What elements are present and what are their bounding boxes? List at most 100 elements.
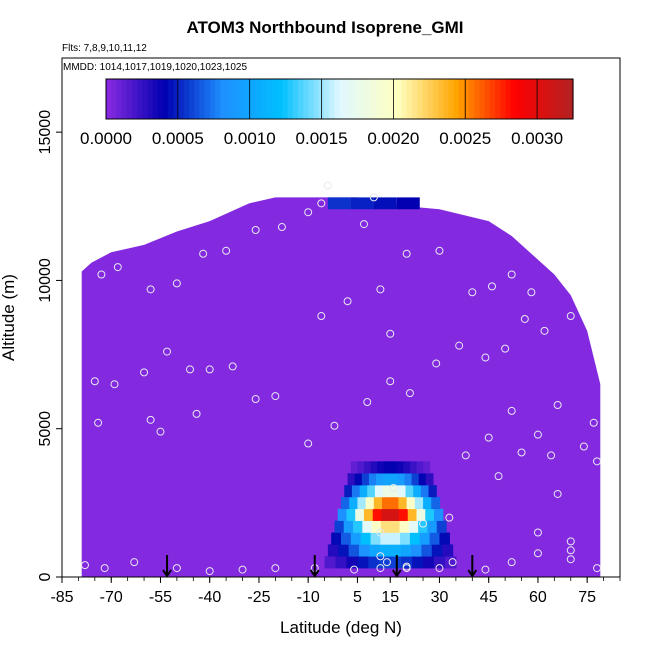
sample-point — [330, 421, 339, 430]
sample-point — [419, 519, 428, 528]
hotspot-cell — [368, 473, 377, 486]
sample-point — [553, 400, 562, 409]
hotspot-cell — [372, 508, 383, 521]
colorbar-swatch — [562, 79, 569, 119]
hotspot-cell — [380, 532, 391, 545]
hotspot-cell — [411, 544, 423, 557]
hotspot-cell — [419, 532, 431, 545]
hotspot-cell — [412, 556, 424, 569]
hotspot-cell — [431, 496, 441, 510]
sample-point — [350, 565, 359, 574]
sample-point — [507, 558, 516, 567]
colorbar-swatch — [531, 79, 538, 119]
colorbar-swatch — [396, 79, 403, 119]
hotspot-cell — [427, 520, 438, 533]
sample-point — [445, 513, 454, 522]
sample-point — [468, 288, 477, 297]
top-band-cell — [350, 197, 374, 210]
x-tick-label: 75 — [578, 589, 596, 606]
sample-point — [517, 448, 526, 457]
sample-point — [277, 223, 286, 232]
hotspot-cell — [411, 473, 420, 486]
sample-point — [533, 528, 542, 537]
chart-title: ATOM3 Northbound Isoprene_GMI — [186, 18, 464, 37]
hotspot-cell — [425, 508, 435, 521]
x-tick-label: -10 — [297, 589, 320, 606]
colorbar-swatch — [173, 79, 180, 119]
colorbar-swatch — [567, 79, 574, 119]
hotspot-cell — [404, 473, 413, 486]
sample-point — [540, 326, 549, 335]
sample-point — [481, 353, 490, 362]
sample-point — [507, 406, 516, 415]
hotspot-cell — [343, 520, 354, 533]
sample-point — [172, 279, 181, 288]
sample-point — [455, 341, 464, 350]
sample-point — [251, 226, 260, 235]
sample-point — [566, 546, 575, 555]
hotspot-cell — [418, 473, 427, 486]
colorbar-swatch — [126, 79, 133, 119]
hotspot-cell — [434, 508, 444, 521]
colorbar-swatch — [251, 79, 258, 119]
hotspot-cell — [338, 544, 350, 557]
x-axis-label: Latitude (deg N) — [280, 618, 402, 637]
hotspot-cell — [334, 520, 345, 533]
colorbar-swatch — [246, 79, 252, 119]
colorbar-swatch — [453, 79, 460, 119]
x-tick-label: 5 — [353, 589, 362, 606]
colorbar-swatch — [458, 79, 465, 119]
hotspot-cell — [346, 508, 356, 521]
x-tick-label: 30 — [431, 589, 449, 606]
colorbar-swatch — [448, 79, 455, 119]
hotspot-cell — [370, 532, 381, 545]
sample-point — [589, 418, 598, 427]
hotspot-cell — [337, 508, 348, 521]
colorbar-swatch — [323, 79, 330, 119]
hotspot-cell — [409, 532, 421, 545]
sample-point — [494, 472, 503, 481]
colorbar-swatch — [344, 79, 351, 119]
y-axis-label: Altitude (m) — [0, 274, 18, 361]
sample-point — [376, 528, 385, 537]
hotspot-cell — [335, 556, 348, 569]
hotspot-cell — [341, 496, 350, 510]
y-tick-label: 0 — [37, 572, 54, 581]
flights-note: Flts: 7,8,9,10,11,12 — [62, 43, 147, 54]
hotspot-cell — [327, 544, 339, 557]
colorbar-swatch — [142, 79, 149, 119]
colorbar-tick-label: 0.0015 — [296, 129, 348, 148]
colorbar-swatch — [230, 79, 237, 119]
colorbar-swatch — [381, 79, 387, 119]
hotspot-cell — [398, 508, 409, 521]
arrow-head — [391, 569, 402, 578]
colorbar-swatch — [536, 79, 543, 119]
hotspot-cell — [347, 473, 356, 486]
colorbar-swatch — [308, 79, 315, 119]
hotspot-cell — [431, 544, 443, 557]
x-tick-label: -85 — [50, 589, 73, 606]
hotspot-cell — [390, 544, 402, 557]
sample-point — [172, 564, 181, 573]
colorbar-swatch — [178, 79, 185, 119]
colorbar-swatch — [220, 79, 226, 119]
hotspot-cell — [365, 496, 375, 510]
y-tick-label: 15000 — [37, 110, 54, 155]
colorbar-swatch — [240, 79, 247, 119]
sample-point — [432, 359, 441, 368]
sample-point — [481, 565, 490, 574]
x-tick-label: -55 — [149, 589, 172, 606]
colorbar-swatch — [443, 79, 450, 119]
sample-point — [520, 314, 529, 323]
sample-point — [435, 564, 444, 573]
top-band-cell — [327, 197, 351, 210]
hotspot-cell — [390, 520, 401, 533]
sample-point — [553, 489, 562, 498]
colorbar-swatch — [526, 79, 533, 119]
hotspot-cell — [362, 520, 373, 533]
sample-point — [376, 285, 385, 294]
sample-point — [487, 282, 496, 291]
arrow-head — [467, 569, 478, 578]
hotspot-cell — [390, 461, 398, 474]
